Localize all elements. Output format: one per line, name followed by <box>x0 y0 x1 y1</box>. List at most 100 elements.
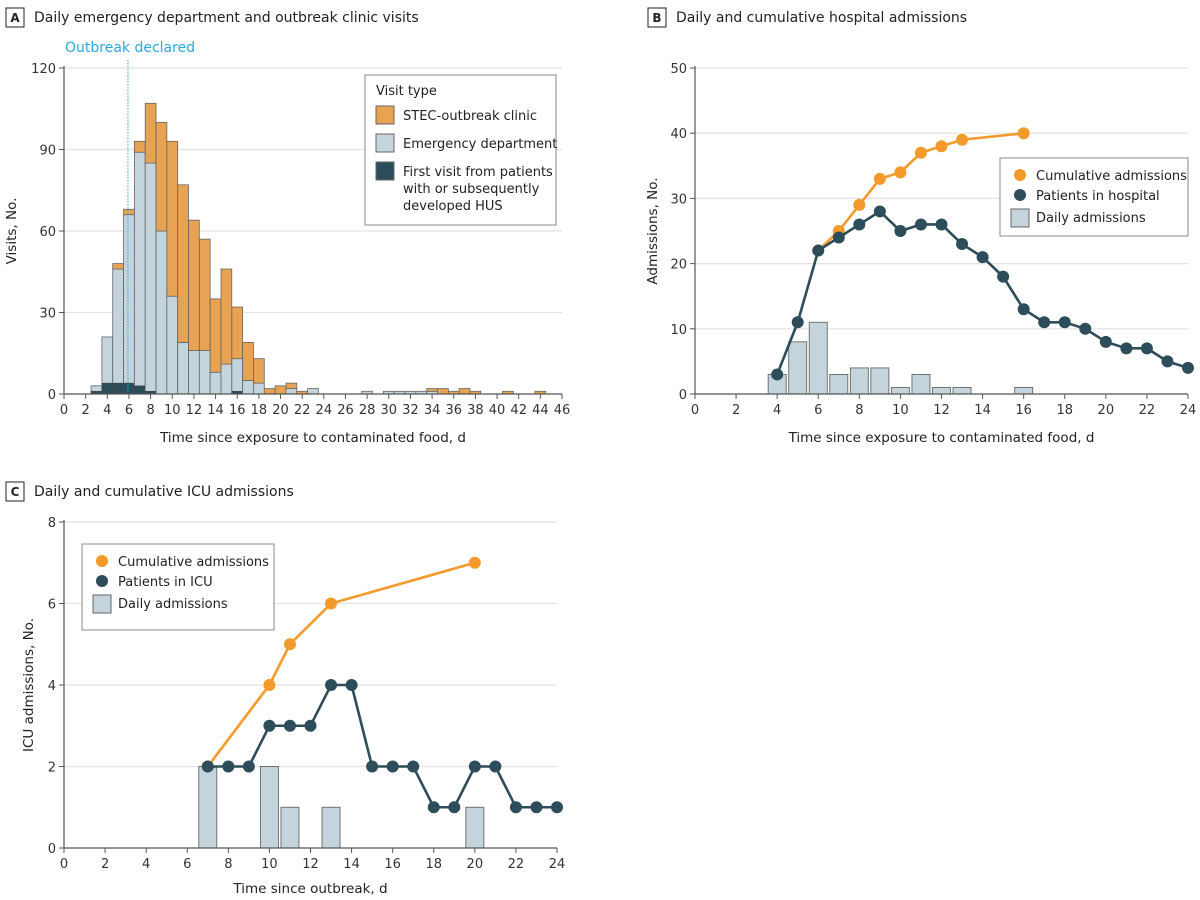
bar-hus <box>134 385 146 395</box>
x-tick-label: 24 <box>316 403 333 418</box>
x-tick-label: 12 <box>186 403 203 418</box>
bar-daily-admissions <box>808 321 828 395</box>
bar-emergency-department <box>253 382 265 395</box>
legend-box <box>999 157 1189 237</box>
x-tick-label: 14 <box>343 857 360 872</box>
legend: Cumulative admissions Patients in ICU Dail… <box>81 543 275 631</box>
x-tick-label: 8 <box>224 857 232 872</box>
outbreak-declared-label: Outbreak declared <box>65 40 195 56</box>
x-tick-label: 34 <box>424 403 441 418</box>
point-cumulative <box>914 146 927 159</box>
line-patients <box>207 683 557 809</box>
legend-label: Patients in ICU <box>118 575 213 590</box>
legend-label: Patients in hospital <box>1036 189 1160 204</box>
x-tick-label: 12 <box>302 857 319 872</box>
panel-letter-box <box>5 7 25 28</box>
point-patients <box>427 801 440 814</box>
point-patients <box>832 231 845 244</box>
bar-stec-clinic <box>426 388 438 392</box>
point-patients <box>201 760 214 773</box>
panel-a: A Daily emergency department and outbreak… <box>4 7 571 446</box>
bar-emergency-department <box>144 162 157 395</box>
y-tick-label: 0 <box>48 388 56 403</box>
bar-daily-admissions <box>911 373 931 395</box>
x-tick-label: 22 <box>294 403 311 418</box>
point-patients <box>894 225 907 237</box>
x-axis-label: Time since exposure to contaminated food… <box>788 430 1095 446</box>
bar-stec-clinic <box>220 268 233 365</box>
x-tick-label: 10 <box>164 403 181 418</box>
panel-letter: C <box>11 485 20 499</box>
x-tick-label: 6 <box>183 857 191 872</box>
point-patients <box>366 760 379 773</box>
y-tick-label: 8 <box>48 516 56 531</box>
y-axis-label: Admissions, No. <box>645 177 661 284</box>
bar-daily-admissions <box>952 387 972 395</box>
x-tick-label: 14 <box>974 403 991 418</box>
bar-stec-clinic <box>133 140 146 153</box>
x-tick-label: 10 <box>892 403 909 418</box>
point-cumulative <box>263 679 276 691</box>
bar-stec-clinic <box>112 263 124 270</box>
chart-title: Daily and cumulative ICU admissions <box>34 484 294 500</box>
point-patients <box>1038 316 1051 329</box>
legend-label: developed HUS <box>403 199 503 214</box>
bar-daily-admissions <box>829 373 849 395</box>
point-patients <box>448 801 461 814</box>
bar-stec-clinic <box>458 388 471 395</box>
x-tick-label: 30 <box>381 403 398 418</box>
legend-swatch <box>375 133 395 153</box>
x-tick-label: 2 <box>732 403 740 418</box>
x-tick-label: 26 <box>337 403 354 418</box>
x-tick-label: 20 <box>467 857 484 872</box>
y-tick-label: 0 <box>48 842 56 857</box>
x-tick-label: 0 <box>60 857 68 872</box>
x-tick-label: 16 <box>384 857 401 872</box>
bar-stec-clinic <box>231 306 244 360</box>
x-tick-label: 18 <box>251 403 268 418</box>
bar-emergency-department <box>123 214 135 395</box>
x-tick-label: 2 <box>101 857 109 872</box>
legend-marker-patients <box>96 575 108 587</box>
legend-title: Visit type <box>376 84 437 99</box>
point-patients <box>242 760 255 773</box>
point-patients <box>1079 322 1092 335</box>
point-patients <box>935 218 948 231</box>
point-patients <box>1182 361 1194 374</box>
legend-label: Daily admissions <box>118 597 228 612</box>
y-tick-label: 2 <box>48 761 56 776</box>
legend-box <box>81 543 275 631</box>
bar-emergency-department <box>231 358 244 395</box>
x-tick-label: 10 <box>261 857 278 872</box>
x-tick-label: 6 <box>125 403 133 418</box>
legend-marker-cumulative <box>1014 169 1026 181</box>
bar-stec-clinic <box>242 341 254 381</box>
x-tick-label: 46 <box>554 403 571 418</box>
point-cumulative <box>468 556 481 569</box>
bar-daily-admissions <box>465 806 485 849</box>
panel-letter-box <box>647 7 667 28</box>
point-patients <box>386 760 399 773</box>
x-tick-label: 16 <box>1015 403 1032 418</box>
x-tick-label: 2 <box>82 403 90 418</box>
point-patients <box>1120 342 1133 355</box>
bar-daily-admissions <box>1014 387 1034 395</box>
y-tick-label: 30 <box>39 307 56 322</box>
y-tick-label: 50 <box>670 62 687 77</box>
point-patients <box>914 218 927 231</box>
point-cumulative <box>853 198 866 211</box>
point-patients <box>956 238 969 251</box>
legend-marker-patients <box>1014 189 1026 201</box>
point-patients <box>407 760 420 773</box>
bar-daily-admissions <box>890 387 910 395</box>
point-patients <box>1161 355 1174 368</box>
x-tick-label: 18 <box>1056 403 1073 418</box>
bar-stec-clinic <box>263 388 276 395</box>
x-tick-label: 28 <box>359 403 376 418</box>
x-tick-label: 44 <box>532 403 549 418</box>
x-tick-label: 24 <box>549 857 566 872</box>
point-cumulative <box>873 172 886 185</box>
x-tick-label: 20 <box>1098 403 1115 418</box>
point-cumulative <box>935 140 948 153</box>
bar-stec-clinic <box>123 208 135 216</box>
